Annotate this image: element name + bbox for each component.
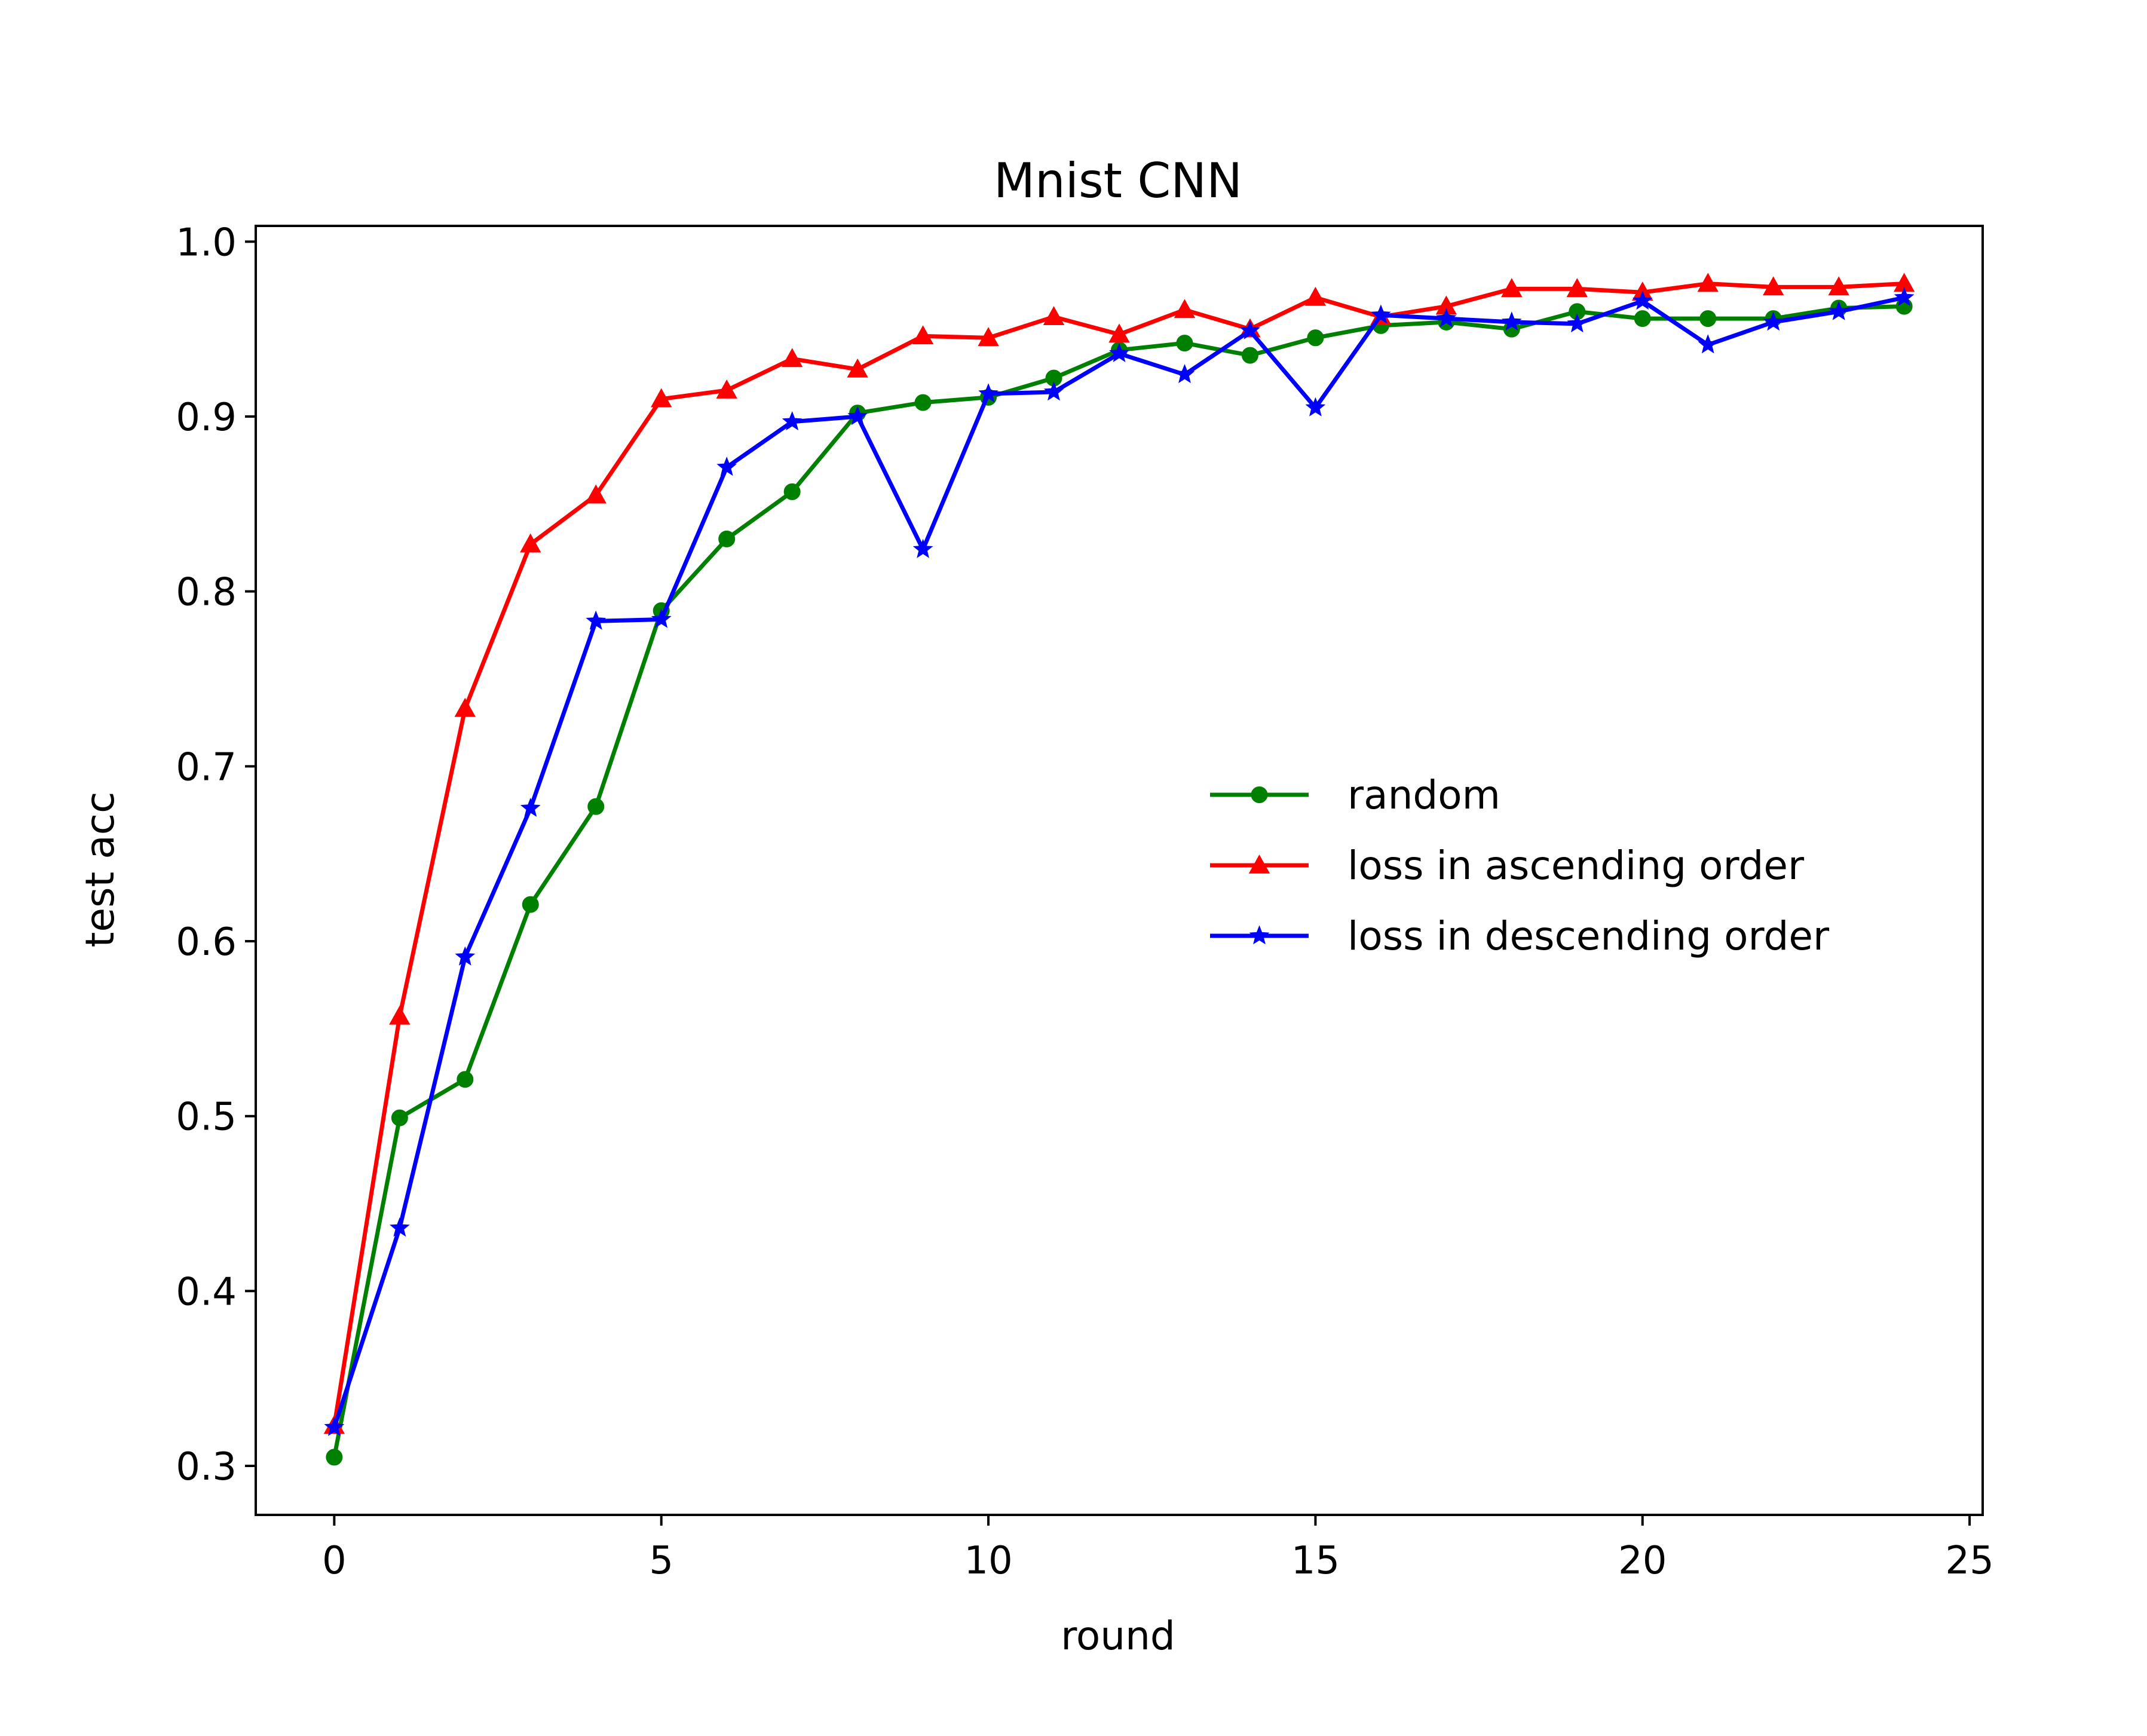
data-point: [1697, 273, 1719, 292]
y-tick-label: 0.3: [176, 1445, 237, 1489]
data-point: [1043, 381, 1064, 401]
data-point: [389, 1005, 411, 1025]
data-point: [1240, 320, 1260, 339]
y-tick-label: 1.0: [176, 221, 237, 265]
data-point: [651, 388, 672, 408]
data-point: [1501, 278, 1523, 298]
data-point: [1109, 342, 1129, 363]
data-point: [978, 327, 999, 347]
data-point: [457, 1071, 474, 1088]
data-point: [782, 411, 803, 431]
data-point: [1762, 276, 1784, 296]
data-point: [914, 394, 932, 411]
y-tick-label: 0.6: [176, 920, 237, 965]
y-axis: 0.3 0.4 0.5 0.6 0.7 0.8 0.9 1.0: [176, 221, 256, 1489]
legend-item: loss in ascending order: [1210, 843, 1805, 889]
data-point: [716, 457, 737, 476]
data-point: [912, 325, 934, 345]
y-tick-label: 0.5: [176, 1095, 237, 1140]
data-point: [1174, 364, 1195, 384]
data-point: [1502, 311, 1522, 331]
x-tick-label: 25: [1945, 1539, 1993, 1583]
data-point: [324, 1416, 345, 1437]
data-point: [1370, 304, 1391, 324]
data-point: [1436, 308, 1457, 327]
data-point: [847, 406, 868, 425]
x-axis-label: round: [1061, 1613, 1175, 1659]
x-tick-label: 10: [964, 1539, 1012, 1583]
chart-title: Mnist CNN: [994, 153, 1242, 209]
legend: random loss in ascending order loss in des…: [1210, 772, 1830, 959]
data-point: [718, 530, 736, 547]
data-point: [651, 608, 672, 628]
data-point: [781, 348, 803, 368]
data-point: [1567, 313, 1588, 333]
y-tick-label: 0.4: [176, 1270, 237, 1314]
data-point: [847, 358, 868, 378]
data-point: [1634, 310, 1651, 327]
legend-label: loss in ascending order: [1347, 843, 1805, 889]
legend-item: random: [1210, 772, 1500, 818]
data-point: [391, 1109, 408, 1126]
data-point: [1043, 306, 1065, 325]
data-point: [1305, 397, 1326, 417]
plot-frame: [255, 225, 1984, 1516]
x-tick-label: 0: [322, 1539, 347, 1583]
data-point: [1174, 299, 1196, 319]
data-point: [1894, 287, 1915, 307]
data-point: [1763, 311, 1784, 331]
data-point: [783, 483, 801, 500]
legend-label: loss in descending order: [1347, 913, 1830, 959]
y-axis-label: test acc: [77, 792, 123, 948]
data-point: [587, 798, 605, 815]
data-point: [520, 533, 541, 553]
series-3: [324, 287, 1915, 1437]
data-point: [455, 946, 476, 966]
x-tick-label: 20: [1618, 1539, 1667, 1583]
legend-marker: [1249, 925, 1270, 945]
data-point: [1566, 278, 1588, 298]
plot-series-group: [323, 273, 1915, 1466]
legend-marker: [1251, 786, 1268, 803]
data-point: [1829, 301, 1849, 320]
x-tick-label: 5: [649, 1539, 673, 1583]
data-point: [586, 610, 607, 630]
data-point: [1176, 335, 1193, 352]
data-point: [716, 379, 737, 399]
legend-marker: [1248, 854, 1270, 874]
data-point: [1241, 347, 1258, 364]
data-point: [1699, 310, 1717, 327]
data-point: [326, 1449, 343, 1466]
x-axis: 0 5 10 15 20 25: [322, 1515, 1994, 1583]
legend-label: random: [1347, 772, 1500, 818]
data-point: [454, 697, 476, 717]
data-point: [1304, 286, 1327, 306]
data-point: [912, 538, 933, 558]
data-point: [520, 797, 541, 817]
data-point: [1632, 290, 1653, 310]
y-tick-label: 0.9: [176, 396, 237, 440]
data-point: [1307, 329, 1324, 347]
data-point: [585, 484, 607, 504]
x-tick-label: 15: [1291, 1539, 1340, 1583]
data-point: [1698, 334, 1719, 354]
data-point: [389, 1217, 410, 1237]
data-point: [978, 383, 999, 403]
data-point: [1108, 323, 1130, 343]
y-tick-label: 0.8: [176, 571, 237, 615]
data-point: [1828, 276, 1849, 296]
data-point: [522, 896, 539, 913]
y-tick-label: 0.7: [176, 745, 237, 789]
legend-item: loss in descending order: [1210, 913, 1830, 959]
